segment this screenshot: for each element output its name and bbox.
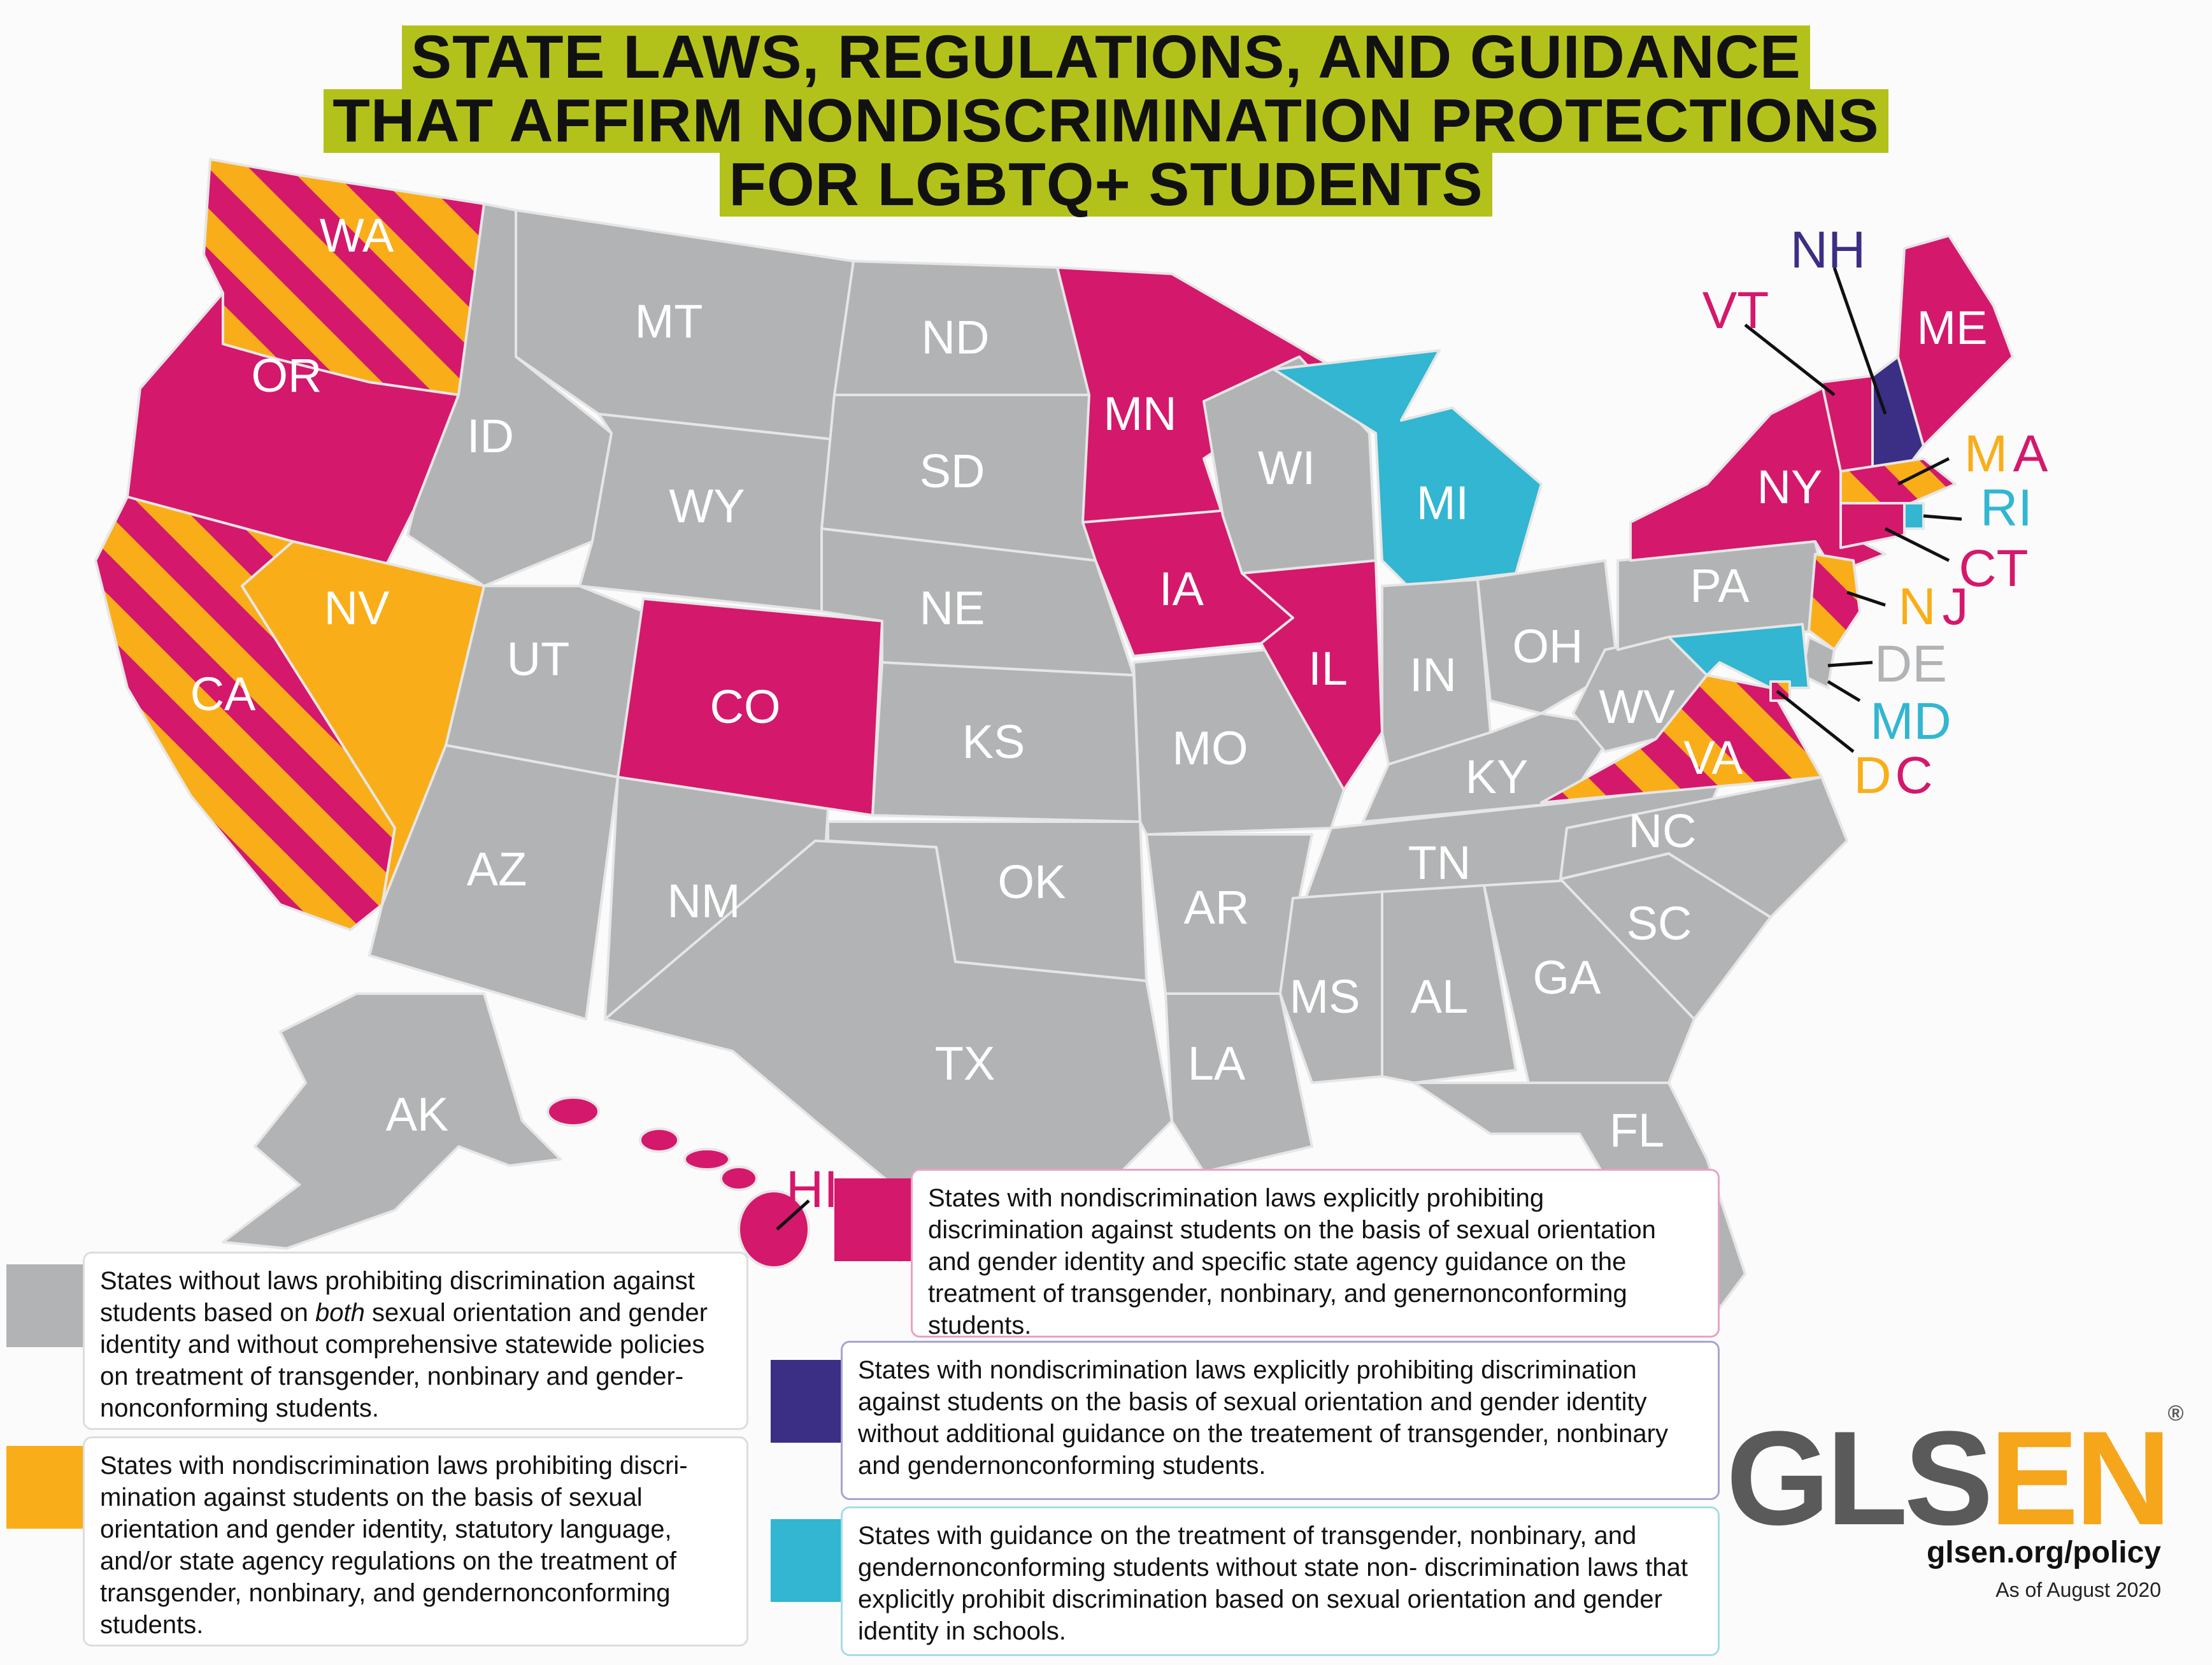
label-AZ: AZ [467,843,527,896]
label-SD: SD [920,445,985,497]
label-UT: UT [507,632,570,685]
legend-gray-em: both [315,1299,365,1327]
label-CO: CO [710,680,781,733]
label-AK: AK [386,1088,449,1141]
state-NH[interactable] [1871,355,1925,473]
state-MI[interactable] [1273,349,1543,587]
legend-gray: States without laws prohibiting discrimi… [83,1252,748,1430]
state-AL[interactable] [1381,884,1517,1084]
label-ND: ND [922,311,990,364]
label-MD: MD [1870,692,1952,750]
label-FL: FL [1609,1104,1664,1157]
label-NC: NC [1629,804,1697,857]
label-MN: MN [1103,387,1176,440]
legend-magenta: States with nondiscrimination laws expli… [911,1169,1720,1340]
label-GA: GA [1533,951,1602,1004]
logo-en: EN [1989,1403,2172,1553]
label-MI: MI [1416,476,1469,529]
label-MS: MS [1290,970,1360,1023]
legend-swatch-navy [771,1360,847,1443]
legend-orange: States with nondiscrimination laws prohi… [83,1436,748,1647]
logo-registered-mark: ® [2167,1401,2184,1426]
label-DC-C: C [1895,747,1932,804]
state-LA[interactable] [1164,992,1313,1173]
title-line-1: STATE LAWS, REGULATIONS, AND GUIDANCE [402,25,1810,89]
state-NY[interactable] [1629,381,1887,575]
logo-gls: GLS [1726,1403,1994,1553]
label-VA: VA [1683,731,1743,784]
label-NV: NV [324,582,390,634]
title-line-2: THAT AFFIRM NONDISCRIMINATION PROTECTION… [324,89,1888,153]
label-DE: DE [1874,635,1947,693]
label-DC-D: D [1853,747,1891,804]
legend-navy: States with nondiscrimination laws expli… [841,1341,1720,1500]
title-line-3: FOR LGBTQ+ STUDENTS [720,153,1492,217]
label-HI: HI [786,1161,838,1218]
state-RI[interactable] [1903,502,1925,530]
label-RI: RI [1980,479,2032,537]
legend-orange-text: States with nondiscrimination laws prohi… [100,1452,688,1639]
label-NJ-N: N [1898,578,1936,636]
legend-gray-pre: States without laws prohibiting discrimi… [100,1267,695,1327]
state-MS[interactable] [1279,890,1383,1084]
policy-link[interactable]: glsen.org/policy [1926,1536,2161,1569]
label-IA: IA [1159,562,1204,615]
legend-swatch-magenta [834,1178,911,1261]
legend-cyan: States with guidance on the treatment of… [841,1506,1720,1656]
label-OK: OK [998,855,1066,908]
legend-swatch-orange [6,1446,83,1529]
legend-cyan-text: States with guidance on the treatment of… [858,1522,1688,1645]
label-MA-A: A [2013,425,2048,483]
state-NJ[interactable] [1808,553,1861,651]
label-IN: IN [1409,648,1457,701]
state-OH[interactable] [1476,559,1619,715]
label-WI: WI [1258,441,1315,494]
label-WA: WA [320,209,394,262]
state-VA[interactable] [1540,674,1823,804]
label-PA: PA [1690,559,1750,612]
legend-swatch-gray [6,1264,83,1347]
label-AL: AL [1411,970,1469,1023]
label-OR: OR [252,349,322,402]
map-title: STATE LAWS, REGULATIONS, AND GUIDANCE TH… [0,25,2212,217]
legend-magenta-text: States with nondiscrimination laws expli… [928,1184,1656,1340]
label-NM: NM [667,875,740,927]
label-WV: WV [1599,680,1675,733]
label-VT: VT [1702,282,1769,339]
legend-gray-post: sexual orientation and gender identity a… [100,1299,708,1422]
label-TX: TX [935,1037,995,1090]
label-IL: IL [1308,642,1348,695]
label-MT: MT [635,295,703,348]
state-ME[interactable] [1897,234,2014,447]
label-NJ-J: J [1943,578,1969,636]
state-AK[interactable] [222,992,562,1250]
label-ME: ME [1917,301,1988,354]
label-MA-M: M [1964,425,2008,483]
state-CT[interactable] [1839,502,1906,549]
label-NY: NY [1757,461,1823,513]
label-MO: MO [1172,722,1248,775]
label-NE: NE [920,582,985,634]
as-of-date: As of August 2020 [1995,1578,2161,1601]
label-KS: KS [962,715,1025,768]
legend-navy-text: States with nondiscrimination laws expli… [858,1356,1668,1480]
state-IL[interactable] [1241,559,1383,791]
label-LA: LA [1188,1037,1246,1090]
label-AR: AR [1184,881,1250,934]
label-SC: SC [1627,897,1692,950]
state-HI[interactable] [546,1096,810,1269]
label-CA: CA [190,668,256,720]
label-ID: ID [467,410,514,462]
label-OH: OH [1513,620,1583,673]
label-KY: KY [1466,750,1529,803]
label-CT: CT [1959,540,2028,597]
label-WY: WY [669,480,745,532]
label-NH: NH [1790,221,1866,279]
glsen-logo: GLSEN® [1726,1401,2184,1555]
label-TN: TN [1408,836,1471,889]
legend-swatch-cyan [771,1519,847,1602]
state-MN[interactable] [1056,266,1339,524]
